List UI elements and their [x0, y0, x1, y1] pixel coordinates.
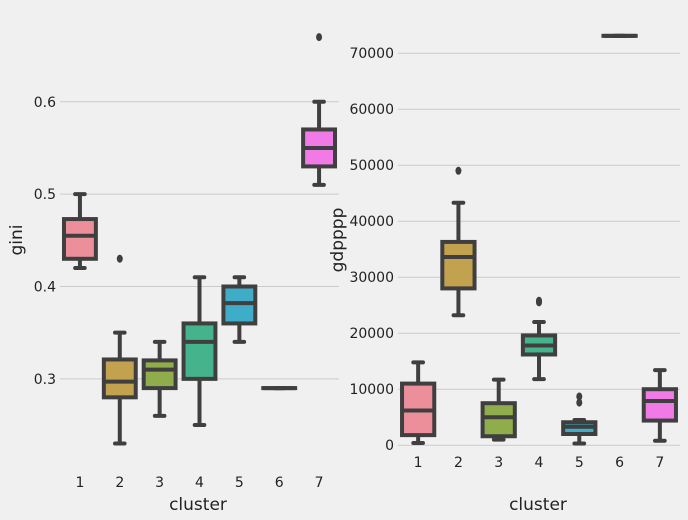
outlier-point: [116, 254, 123, 263]
right-y-tick-labels: 0 10000 20000 30000 40000 50000 60000 70000: [349, 46, 394, 454]
x-tick-label: 7: [315, 475, 324, 491]
iqr-box: [141, 358, 178, 391]
x-tick-label: 3: [155, 475, 164, 491]
iqr-box: [61, 217, 98, 261]
box-cluster-5: [561, 392, 598, 446]
box-cluster-3: [480, 377, 517, 442]
iqr-box: [181, 321, 218, 381]
y-tick-label: 0: [385, 438, 394, 454]
box-cluster-5: [221, 275, 258, 344]
box-cluster-4: [181, 275, 218, 428]
y-tick-label: 70000: [349, 46, 394, 62]
y-tick-label: 20000: [349, 326, 394, 342]
x-tick-label: 1: [75, 475, 84, 491]
x-tick-label: 5: [235, 475, 244, 491]
x-tick-label: 6: [615, 455, 624, 471]
left-boxes: [61, 33, 338, 446]
x-tick-label: 1: [414, 455, 423, 471]
outlier-point: [316, 33, 323, 42]
outlier-point: [455, 166, 462, 175]
outlier-point: [576, 392, 583, 401]
iqr-box: [440, 239, 477, 291]
x-tick-label: 7: [655, 455, 664, 471]
box-cluster-7: [641, 368, 678, 443]
x-tick-label: 4: [535, 455, 544, 471]
x-tick-label: 5: [575, 455, 584, 471]
box-cluster-2: [440, 166, 477, 318]
y-tick-label: 50000: [349, 158, 394, 174]
right-x-axis-label: cluster: [509, 495, 567, 515]
right-gridlines: [398, 52, 680, 446]
left-y-tick-labels: 0.3 0.4 0.5 0.6: [34, 95, 56, 388]
right-panel: 0 10000 20000 30000 40000 50000 60000 70000 1 2 3…: [328, 33, 680, 515]
left-y-axis-label: gini: [7, 224, 27, 255]
outlier-point: [536, 296, 542, 305]
y-tick-label: 40000: [349, 214, 394, 230]
left-x-tick-labels: 1 2 3 4 5 6 7: [75, 475, 323, 491]
box-cluster-1: [61, 192, 98, 271]
y-tick-label: 0.3: [34, 372, 56, 388]
right-boxes: [400, 33, 678, 446]
box-cluster-7: [301, 33, 338, 187]
iqr-box: [641, 387, 678, 423]
right-y-axis-label: gdpppp: [328, 208, 348, 273]
y-tick-label: 0.5: [34, 187, 56, 203]
x-tick-label: 3: [494, 455, 503, 471]
x-tick-label: 2: [115, 475, 124, 491]
right-x-tick-labels: 1 2 3 4 5 6 7: [414, 455, 665, 471]
left-panel: 0.3 0.4 0.5 0.6 1 2 3 4 5 6 7 cluster gini: [7, 33, 339, 515]
iqr-box: [101, 357, 138, 400]
y-tick-label: 60000: [349, 102, 394, 118]
box-cluster-1: [400, 360, 437, 445]
left-x-axis-label: cluster: [169, 495, 227, 515]
y-tick-label: 0.4: [34, 279, 56, 295]
box-cluster-3: [141, 339, 178, 418]
box-cluster-4: [520, 296, 558, 382]
box-cluster-2: [101, 254, 138, 446]
iqr-box: [480, 401, 517, 439]
y-tick-label: 30000: [349, 270, 394, 286]
x-tick-label: 4: [195, 475, 204, 491]
y-tick-label: 0.6: [34, 95, 56, 111]
x-tick-label: 2: [454, 455, 463, 471]
y-tick-label: 10000: [349, 382, 394, 398]
x-tick-label: 6: [275, 475, 284, 491]
